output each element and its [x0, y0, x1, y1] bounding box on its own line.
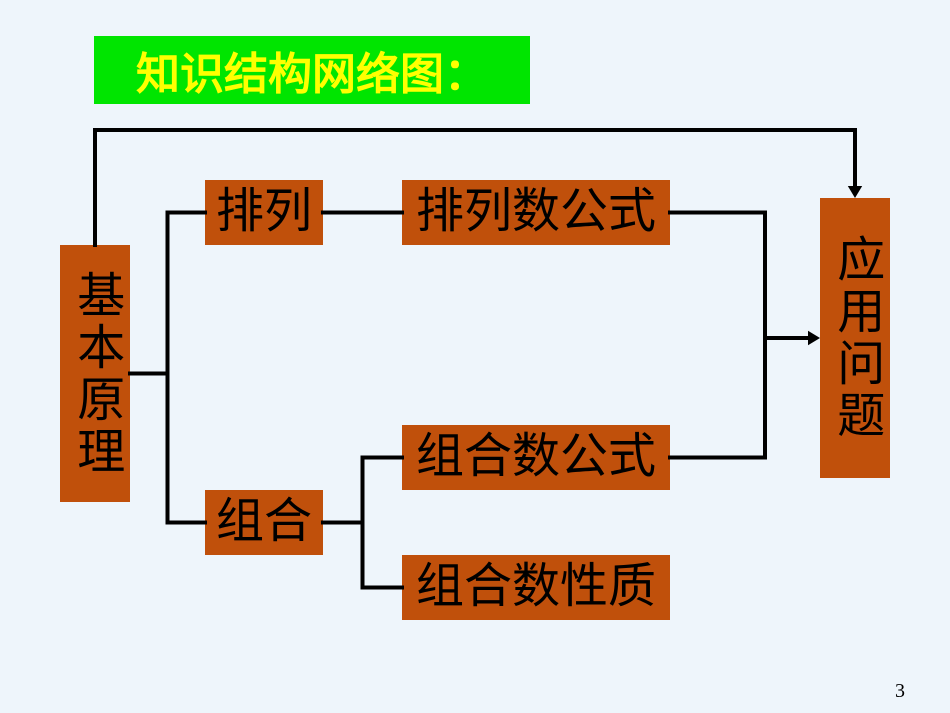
node-combination-property-text: 组合数性质	[416, 562, 656, 612]
node-permutation: 排列	[205, 180, 323, 245]
node-application-problem-text: 应用问题	[830, 234, 880, 441]
node-combination-formula-text: 组合数公式	[416, 432, 656, 482]
node-combination-text: 组合	[216, 497, 312, 547]
node-combination: 组合	[205, 490, 323, 555]
node-permutation-formula-text: 排列数公式	[416, 187, 656, 237]
node-basic-principle: 基本原理	[60, 245, 130, 502]
node-basic-principle-text: 基本原理	[70, 270, 120, 477]
slide-title-text: 知识结构网络图：	[136, 38, 488, 102]
page-number-text: 3	[895, 680, 905, 702]
node-application-problem: 应用问题	[820, 198, 890, 478]
node-permutation-formula: 排列数公式	[402, 180, 670, 245]
slide-title: 知识结构网络图：	[94, 36, 530, 104]
node-permutation-text: 排列	[216, 187, 312, 237]
node-combination-property: 组合数性质	[402, 555, 670, 620]
page-number: 3	[895, 680, 905, 703]
node-combination-formula: 组合数公式	[402, 425, 670, 490]
